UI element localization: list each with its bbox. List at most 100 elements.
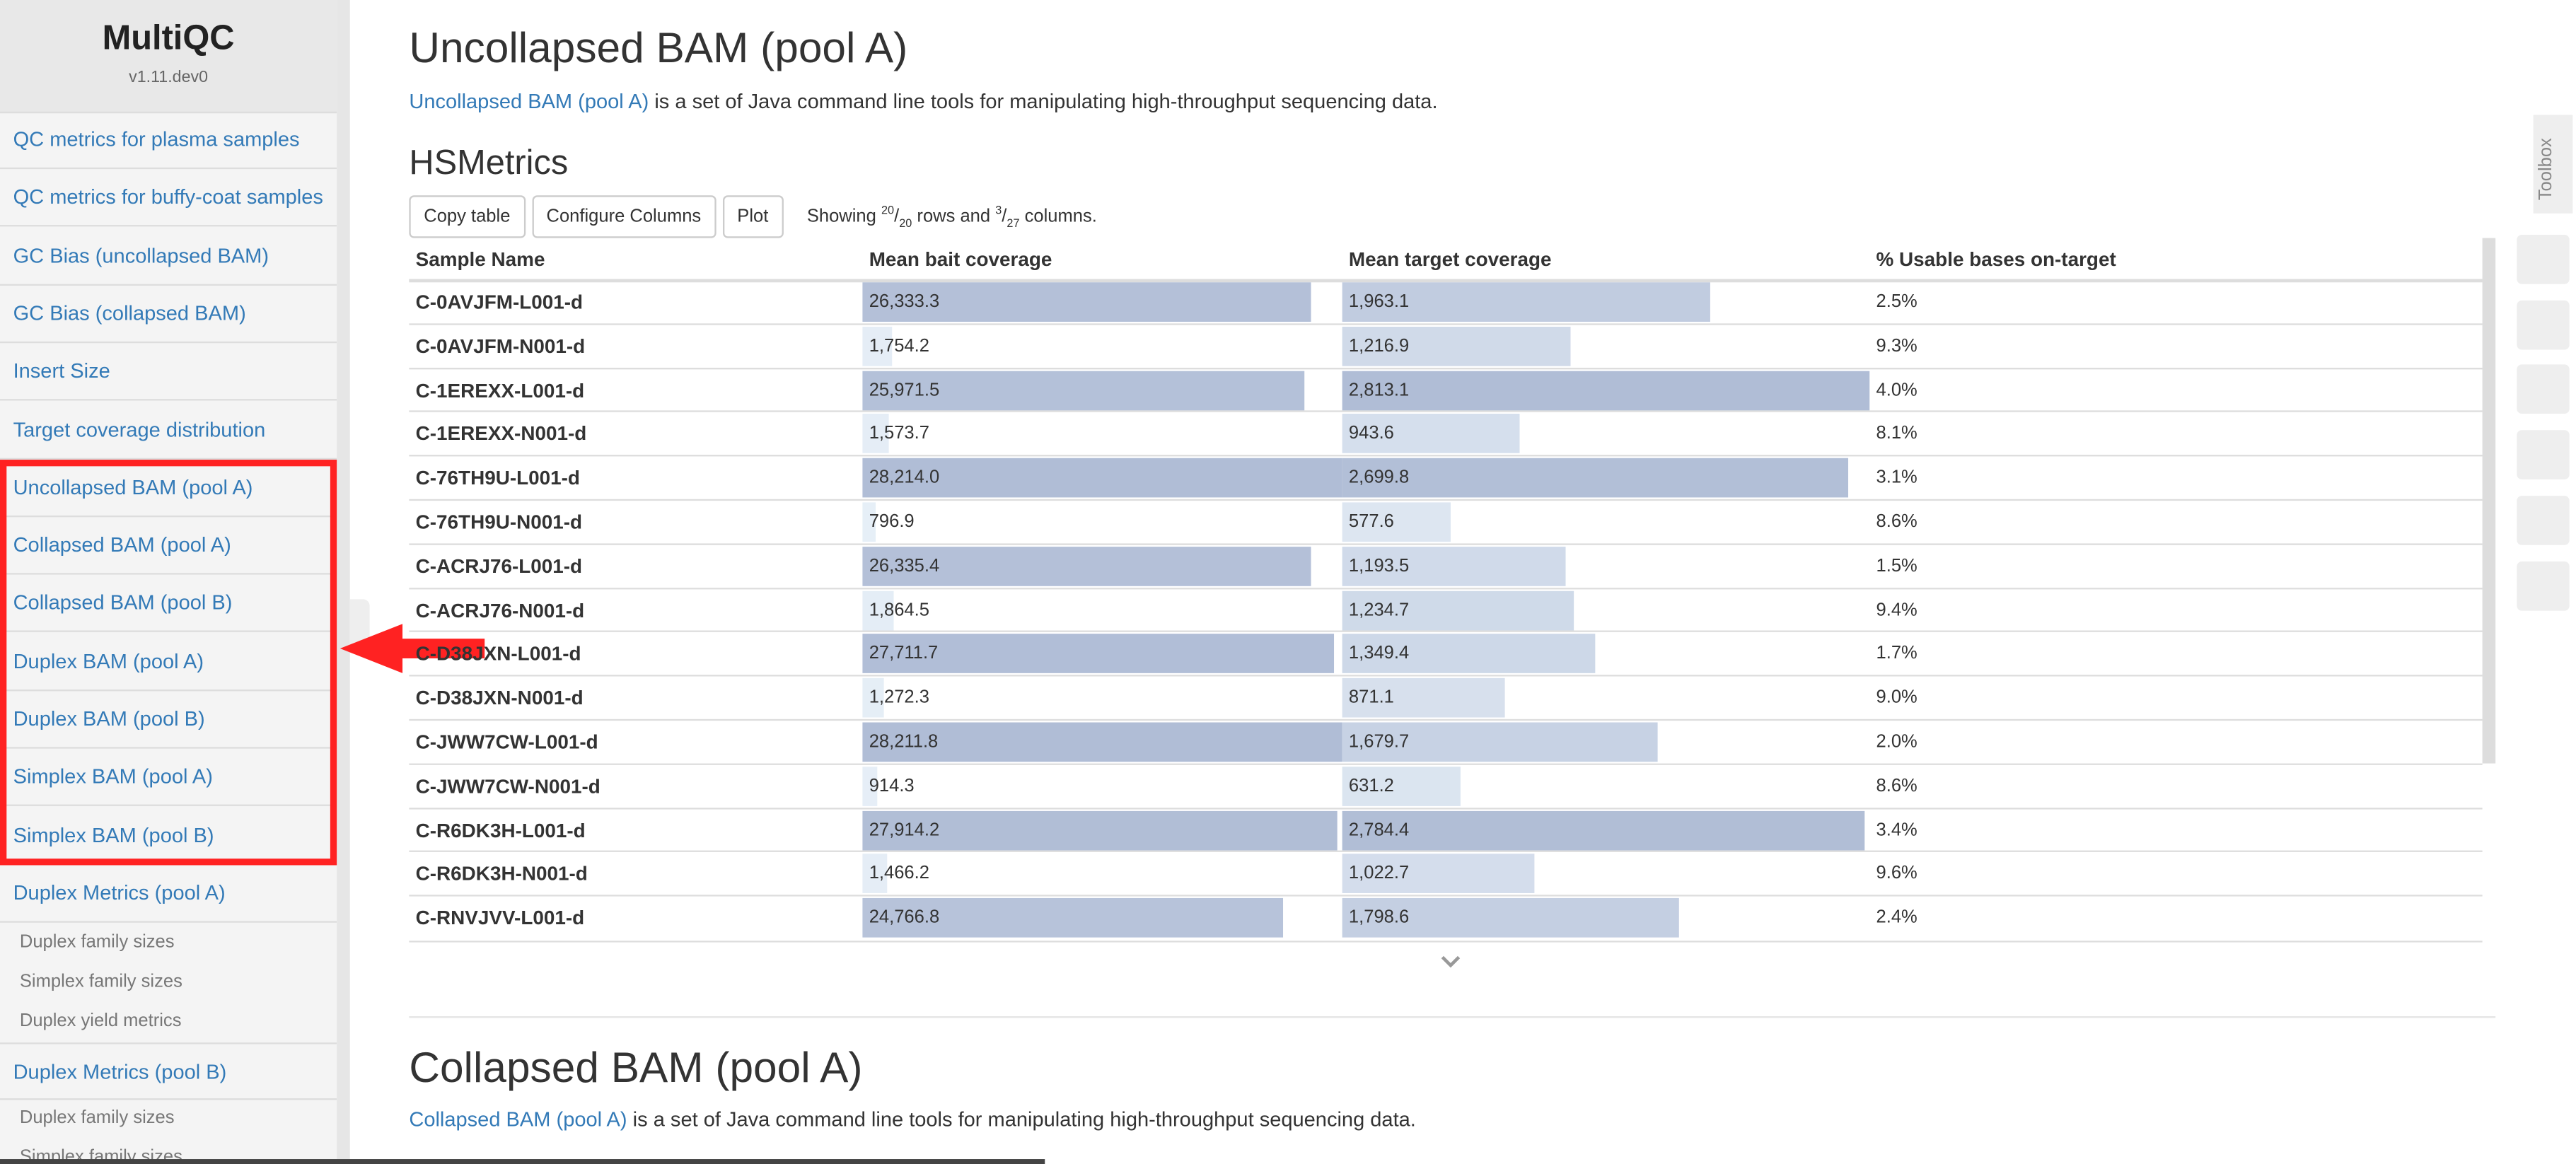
nav-item[interactable]: GC Bias (uncollapsed BAM) xyxy=(0,228,337,286)
cell-bar xyxy=(862,590,895,630)
cell-value: 631.2 xyxy=(1348,776,1394,796)
nav-item[interactable]: GC Bias (collapsed BAM) xyxy=(0,286,337,343)
nav-item[interactable]: Insert Size xyxy=(0,344,337,401)
sample-name: C-R6DK3H-N001-d xyxy=(415,862,588,886)
cell-bar xyxy=(862,722,1342,762)
nav-subitem[interactable]: Duplex yield metrics xyxy=(19,1011,182,1031)
tool-hide[interactable] xyxy=(2517,364,2570,414)
nav-item[interactable]: QC metrics for plasma samples xyxy=(0,112,337,170)
cell-bar xyxy=(1342,326,1571,366)
nav-item[interactable]: QC metrics for buffy-coat samples xyxy=(0,170,337,228)
cell-bar xyxy=(862,370,1304,410)
cell-bar xyxy=(1342,678,1506,718)
cell-value: 2.0% xyxy=(1876,732,1918,752)
cell-bar xyxy=(862,810,1338,850)
page-title: Uncollapsed BAM (pool A) xyxy=(409,23,908,73)
link[interactable]: Collapsed BAM (pool A) xyxy=(409,1108,627,1131)
nav-item[interactable]: Uncollapsed BAM (pool A) xyxy=(0,460,337,517)
tool-export[interactable] xyxy=(2517,430,2570,479)
cell-value: 3.4% xyxy=(1876,820,1918,840)
table-row: C-0AVJFM-N001-d 1,754.2 1,216.9 9.3% xyxy=(409,322,2483,367)
sample-name: C-D38JXN-L001-d xyxy=(415,642,581,666)
nav-item[interactable]: Collapsed BAM (pool B) xyxy=(0,575,337,633)
nav-item[interactable]: Duplex BAM (pool A) xyxy=(0,633,337,691)
count: 3 xyxy=(995,205,1002,218)
nav-subitem[interactable]: Duplex family sizes xyxy=(19,1108,175,1128)
cell-bar xyxy=(862,634,1334,674)
cell-value: 28,211.8 xyxy=(869,732,939,752)
sample-name: C-ACRJ76-L001-d xyxy=(415,554,583,578)
link[interactable]: Uncollapsed BAM (pool A) xyxy=(409,90,649,114)
button[interactable]: Configure Columns xyxy=(531,195,716,238)
cell-value: 2,784.4 xyxy=(1348,820,1410,840)
cell-bar xyxy=(862,546,1311,586)
cell-value: 1,963.1 xyxy=(1348,292,1410,313)
text: Showing xyxy=(806,206,876,227)
cell-value: 27,914.2 xyxy=(869,820,940,840)
desc-text: is a set of Java command line tools for … xyxy=(654,90,1438,114)
table-row: C-JWW7CW-L001-d 28,211.8 1,679.7 2.0% xyxy=(409,718,2483,763)
cell-value: 9.3% xyxy=(1876,336,1918,356)
section-title: HSMetrics xyxy=(409,144,569,182)
cell-value: 871.1 xyxy=(1348,688,1394,709)
cell-bar xyxy=(1342,634,1596,674)
cell-value: 1,022.7 xyxy=(1348,864,1410,884)
cell-value: 796.9 xyxy=(869,512,915,532)
cell-value: 1,272.3 xyxy=(869,688,929,709)
nav-item[interactable]: Duplex BAM (pool B) xyxy=(0,691,337,749)
toolbar: Copy table Configure Columns Plot Showing … xyxy=(409,195,1097,238)
sidebar: MultiQC v1.11.dev0 QC metrics for plasma… xyxy=(0,0,337,1164)
nav-subitem[interactable]: Duplex family sizes xyxy=(19,932,175,953)
sample-name: C-76TH9U-N001-d xyxy=(415,511,583,534)
cell-value: 1,216.9 xyxy=(1348,336,1410,356)
nav-subitem[interactable]: Simplex family sizes xyxy=(19,972,182,992)
cell-value: 28,214.0 xyxy=(869,468,940,488)
cell-value: 26,335.4 xyxy=(869,556,940,576)
cell-value: 1,234.7 xyxy=(1348,600,1410,620)
nav-item[interactable]: Duplex Metrics (pool B) xyxy=(0,1042,337,1100)
tool-help[interactable] xyxy=(2517,561,2570,611)
expand-chevron[interactable] xyxy=(1441,955,1461,969)
nav-item[interactable]: Simplex BAM (pool A) xyxy=(0,749,337,807)
nav-item[interactable]: Duplex Metrics (pool A) xyxy=(0,865,337,923)
page-title: Collapsed BAM (pool A) xyxy=(409,1042,863,1092)
cell-bar xyxy=(862,502,876,542)
tool-pin[interactable] xyxy=(2517,234,2570,284)
sample-name: C-1EREXX-L001-d xyxy=(415,378,585,402)
highlight-box xyxy=(0,460,337,866)
cell-bar xyxy=(862,766,878,806)
desc-text: is a set of Java command line tools for … xyxy=(632,1108,1416,1131)
table-edge xyxy=(409,941,2483,943)
cell-value: 1,193.5 xyxy=(1348,556,1410,576)
table-header: Sample Name Mean bait coverage Mean target… xyxy=(409,238,2483,282)
logo-area xyxy=(0,0,337,114)
button[interactable]: Copy table xyxy=(409,195,526,238)
column-header[interactable]: % Usable bases on-target xyxy=(1876,248,2116,272)
count: 27 xyxy=(1006,219,1020,231)
cell-value: 1,466.2 xyxy=(869,864,929,884)
cell-bar xyxy=(1342,766,1461,806)
nav-item[interactable]: Target coverage distribution xyxy=(0,402,337,459)
sample-name: C-0AVJFM-N001-d xyxy=(415,334,586,358)
column-header[interactable]: Sample Name xyxy=(415,248,545,272)
column-header[interactable]: Mean target coverage xyxy=(1348,248,1552,272)
table-row: C-ACRJ76-N001-d 1,864.5 1,234.7 9.4% xyxy=(409,587,2483,631)
button[interactable]: Plot xyxy=(722,195,784,238)
description: Collapsed BAM (pool A) is a set of Java … xyxy=(409,1108,1416,1131)
tool-highlight[interactable] xyxy=(2517,300,2570,350)
toolbox-tab[interactable] xyxy=(2533,115,2573,214)
cell-bar xyxy=(862,282,1311,322)
table-row: C-76TH9U-N001-d 796.9 577.6 8.6% xyxy=(409,499,2483,543)
tool-save[interactable] xyxy=(2517,496,2570,545)
count: 20 xyxy=(881,205,895,218)
cell-bar xyxy=(1342,370,1870,410)
sample-name: C-0AVJFM-L001-d xyxy=(415,290,584,314)
toolbox-label: Toolbox xyxy=(2536,138,2557,201)
version: v1.11.dev0 xyxy=(129,69,209,88)
nav-item[interactable]: Collapsed BAM (pool A) xyxy=(0,518,337,575)
text: rows and xyxy=(917,206,991,227)
cell-bar xyxy=(1342,810,1864,850)
sample-name: C-R6DK3H-L001-d xyxy=(415,818,586,842)
column-header[interactable]: Mean bait coverage xyxy=(869,248,1052,272)
